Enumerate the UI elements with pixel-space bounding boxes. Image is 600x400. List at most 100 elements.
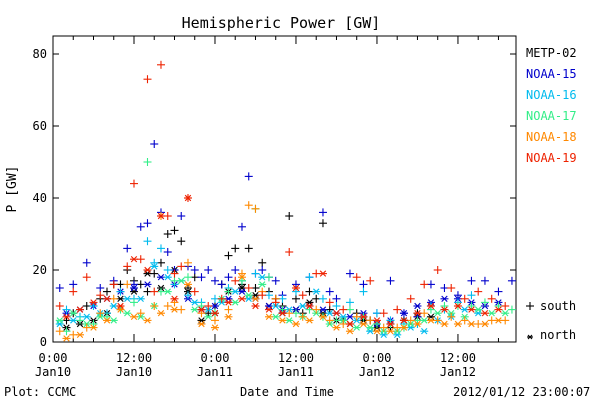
y-tick-label: 20: [33, 263, 47, 277]
point-south-noaa-19: [55, 302, 64, 310]
point-north-noaa-16: [55, 320, 64, 328]
marker-legend-label: north: [540, 328, 576, 342]
y-tick-label: 80: [33, 47, 47, 61]
point-north-noaa-15: [237, 288, 246, 295]
point-south-noaa-18: [393, 323, 402, 332]
point-south-noaa-18: [339, 320, 348, 328]
point-north-noaa-16: [123, 295, 132, 302]
point-south-noaa-18: [197, 309, 206, 318]
point-north-noaa-16: [298, 302, 307, 310]
point-south-noaa-16: [251, 269, 260, 278]
point-south-noaa-17: [89, 320, 98, 328]
point-south-noaa-18: [210, 316, 219, 325]
point-north-noaa-15: [413, 302, 422, 310]
point-south-noaa-18: [55, 327, 64, 336]
point-north-noaa-18: [89, 324, 98, 331]
point-south-noaa-17: [345, 305, 354, 314]
legend: METP-02 NOAA-15 NOAA-16 NOAA-17 NOAA-18 NOAA-…: [526, 46, 577, 165]
point-south-noaa-19: [150, 287, 159, 296]
point-north-noaa-19: [278, 310, 287, 317]
legend-entry: NOAA-16: [526, 88, 577, 102]
point-south-noaa-15: [204, 266, 213, 274]
point-south-noaa-16: [359, 287, 368, 296]
point-north-noaa-18: [129, 313, 138, 320]
point-south-noaa-16: [332, 302, 341, 310]
point-north-noaa-18: [102, 317, 111, 324]
point-north-noaa-18: [156, 310, 165, 317]
x-tick-date-label: Jan11: [278, 365, 314, 379]
point-south-noaa-15: [494, 287, 503, 296]
point-south-noaa-15: [291, 280, 300, 289]
point-south-noaa-18: [285, 309, 294, 318]
point-north-noaa-19: [264, 306, 273, 313]
point-north-noaa-19: [291, 284, 300, 292]
point-north-noaa-17: [69, 310, 78, 317]
legend-entry: NOAA-17: [526, 109, 577, 123]
point-south-noaa-17: [264, 273, 273, 282]
point-south-noaa-19: [271, 298, 280, 307]
point-south-noaa-16: [62, 305, 71, 314]
x-tick-time-label: 12:00: [440, 351, 476, 365]
point-south-noaa-19: [123, 262, 132, 271]
point-north-noaa-16: [82, 313, 91, 320]
x-tick-time-label: 12:00: [278, 351, 314, 365]
point-north-noaa-19: [399, 317, 408, 324]
point-south-noaa-15: [325, 287, 334, 296]
point-north-noaa-17: [271, 313, 280, 320]
point-south-noaa-19: [96, 291, 105, 300]
point-north-noaa-19: [197, 306, 206, 313]
point-south-noaa-15: [136, 222, 145, 231]
point-north-noaa-18: [197, 320, 206, 328]
point-south-noaa-18: [136, 309, 145, 318]
chart-title: Hemispheric Power [GW]: [182, 14, 381, 32]
point-north-noaa-15: [156, 274, 165, 281]
point-south-metp-02: [62, 316, 71, 325]
point-north-noaa-17: [366, 324, 375, 331]
marker-legend: south north: [526, 299, 576, 342]
point-south-noaa-15: [332, 294, 341, 303]
point-north-noaa-15: [440, 295, 449, 302]
point-south-noaa-19: [447, 284, 456, 292]
x-tick-time-label: 0:00: [363, 351, 392, 365]
point-south-noaa-15: [231, 266, 240, 274]
point-south-metp-02: [163, 230, 172, 238]
point-north-noaa-15: [143, 281, 152, 288]
point-south-noaa-18: [325, 316, 334, 325]
point-south-noaa-18: [150, 302, 159, 310]
point-north-noaa-16: [163, 274, 172, 281]
point-south-metp-02: [312, 294, 321, 303]
point-north-noaa-18: [237, 274, 246, 281]
point-south-metp-02: [231, 244, 240, 253]
point-south-noaa-15: [345, 269, 354, 278]
point-north-noaa-15: [318, 306, 327, 313]
point-north-noaa-16: [393, 331, 402, 338]
legend-entry: NOAA-18: [526, 130, 577, 144]
point-north-noaa-19: [305, 302, 314, 310]
point-south-noaa-17: [183, 273, 192, 282]
point-south-metp-02: [291, 294, 300, 303]
point-south-metp-02: [204, 309, 213, 318]
point-north-noaa-17: [190, 306, 199, 313]
point-south-noaa-16: [291, 287, 300, 296]
point-south-noaa-18: [163, 302, 172, 310]
point-north-noaa-17: [177, 277, 186, 284]
point-south-noaa-16: [89, 302, 98, 310]
point-south-noaa-16: [305, 273, 314, 282]
point-south-noaa-17: [426, 305, 435, 314]
point-south-noaa-15: [217, 280, 226, 289]
point-south-noaa-18: [177, 305, 186, 314]
point-north-noaa-19: [102, 295, 111, 302]
x-tick-date-label: Jan11: [197, 365, 233, 379]
point-south-noaa-16: [116, 287, 125, 296]
point-south-noaa-18: [69, 330, 78, 339]
point-north-noaa-17: [109, 317, 118, 324]
point-north-noaa-18: [291, 320, 300, 328]
point-south-metp-02: [156, 258, 165, 267]
point-north-noaa-15: [129, 284, 138, 292]
point-north-noaa-18: [318, 313, 327, 320]
point-north-noaa-18: [251, 295, 260, 302]
point-south-noaa-15: [55, 284, 64, 292]
point-north-noaa-19: [224, 299, 233, 306]
point-south-metp-02: [258, 258, 267, 267]
point-north-noaa-19: [318, 270, 327, 277]
